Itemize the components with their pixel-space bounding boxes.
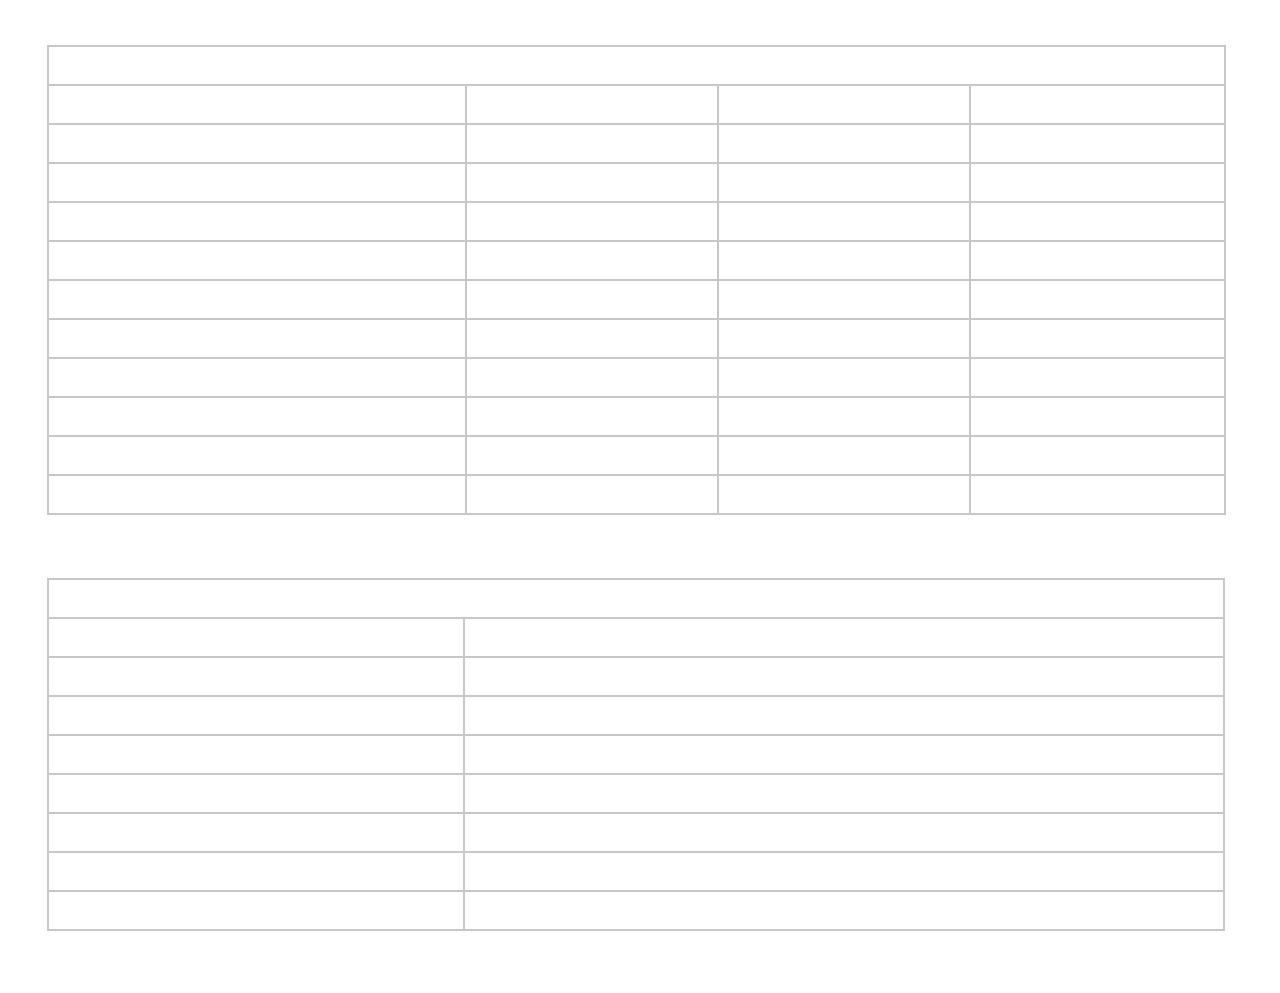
table-cell — [717, 84, 971, 125]
table-cell — [47, 851, 465, 892]
table-cell — [47, 162, 467, 203]
table-cell — [969, 474, 1226, 515]
data-table-2 — [47, 578, 1225, 931]
table-cell — [717, 357, 971, 398]
table-cell — [717, 240, 971, 281]
table-row — [47, 435, 1226, 476]
table-cell — [463, 695, 1225, 736]
table-row — [47, 279, 1226, 320]
table-cell — [465, 357, 719, 398]
table-row — [47, 474, 1226, 515]
table-row — [47, 240, 1226, 281]
table-cell — [969, 357, 1226, 398]
table-cell — [969, 279, 1226, 320]
table-row — [47, 812, 1225, 853]
table-cell — [465, 84, 719, 125]
table-1-title — [47, 45, 1226, 86]
data-table-1 — [47, 45, 1226, 515]
table-cell — [47, 396, 467, 437]
table-cell — [463, 734, 1225, 775]
table-cell — [465, 435, 719, 476]
table-cell — [463, 890, 1225, 931]
table-row — [47, 773, 1225, 814]
table-cell — [47, 435, 467, 476]
table-cell — [47, 773, 465, 814]
table-cell — [463, 617, 1225, 658]
table-cell — [463, 851, 1225, 892]
table-cell — [969, 84, 1226, 125]
table-cell — [969, 396, 1226, 437]
table-cell — [47, 474, 467, 515]
table-row — [47, 890, 1225, 931]
table-cell — [465, 396, 719, 437]
table-cell — [465, 279, 719, 320]
table-cell — [47, 279, 467, 320]
table-cell — [47, 318, 467, 359]
table-row — [47, 695, 1225, 736]
table-cell — [463, 656, 1225, 697]
table-cell — [465, 474, 719, 515]
table-row — [47, 84, 1226, 125]
table-cell — [47, 812, 465, 853]
table-cell — [717, 279, 971, 320]
table-cell — [969, 318, 1226, 359]
table-row — [47, 396, 1226, 437]
table-cell — [47, 201, 467, 242]
table-cell — [717, 201, 971, 242]
table-cell — [969, 240, 1226, 281]
table-cell — [463, 773, 1225, 814]
table-cell — [47, 890, 465, 931]
table-cell — [47, 617, 465, 658]
table-cell — [717, 162, 971, 203]
table-row — [47, 734, 1225, 775]
table-cell — [47, 695, 465, 736]
table-cell — [463, 812, 1225, 853]
table-cell — [969, 162, 1226, 203]
table-cell — [47, 357, 467, 398]
table-row — [47, 851, 1225, 892]
table-cell — [465, 162, 719, 203]
table-2-title — [47, 578, 1225, 619]
table-cell — [465, 240, 719, 281]
table-row — [47, 201, 1226, 242]
table-cell — [465, 201, 719, 242]
table-row — [47, 656, 1225, 697]
table-cell — [969, 435, 1226, 476]
table-cell — [969, 123, 1226, 164]
table-row — [47, 617, 1225, 658]
table-row — [47, 123, 1226, 164]
table-cell — [717, 474, 971, 515]
table-row — [47, 357, 1226, 398]
table-cell — [47, 240, 467, 281]
table-cell — [969, 201, 1226, 242]
table-cell — [717, 435, 971, 476]
table-cell — [465, 123, 719, 164]
table-row — [47, 318, 1226, 359]
table-cell — [717, 396, 971, 437]
table-row — [47, 162, 1226, 203]
table-cell — [465, 318, 719, 359]
table-cell — [717, 123, 971, 164]
table-cell — [717, 318, 971, 359]
table-cell — [47, 84, 467, 125]
table-cell — [47, 734, 465, 775]
table-cell — [47, 656, 465, 697]
table-cell — [47, 123, 467, 164]
